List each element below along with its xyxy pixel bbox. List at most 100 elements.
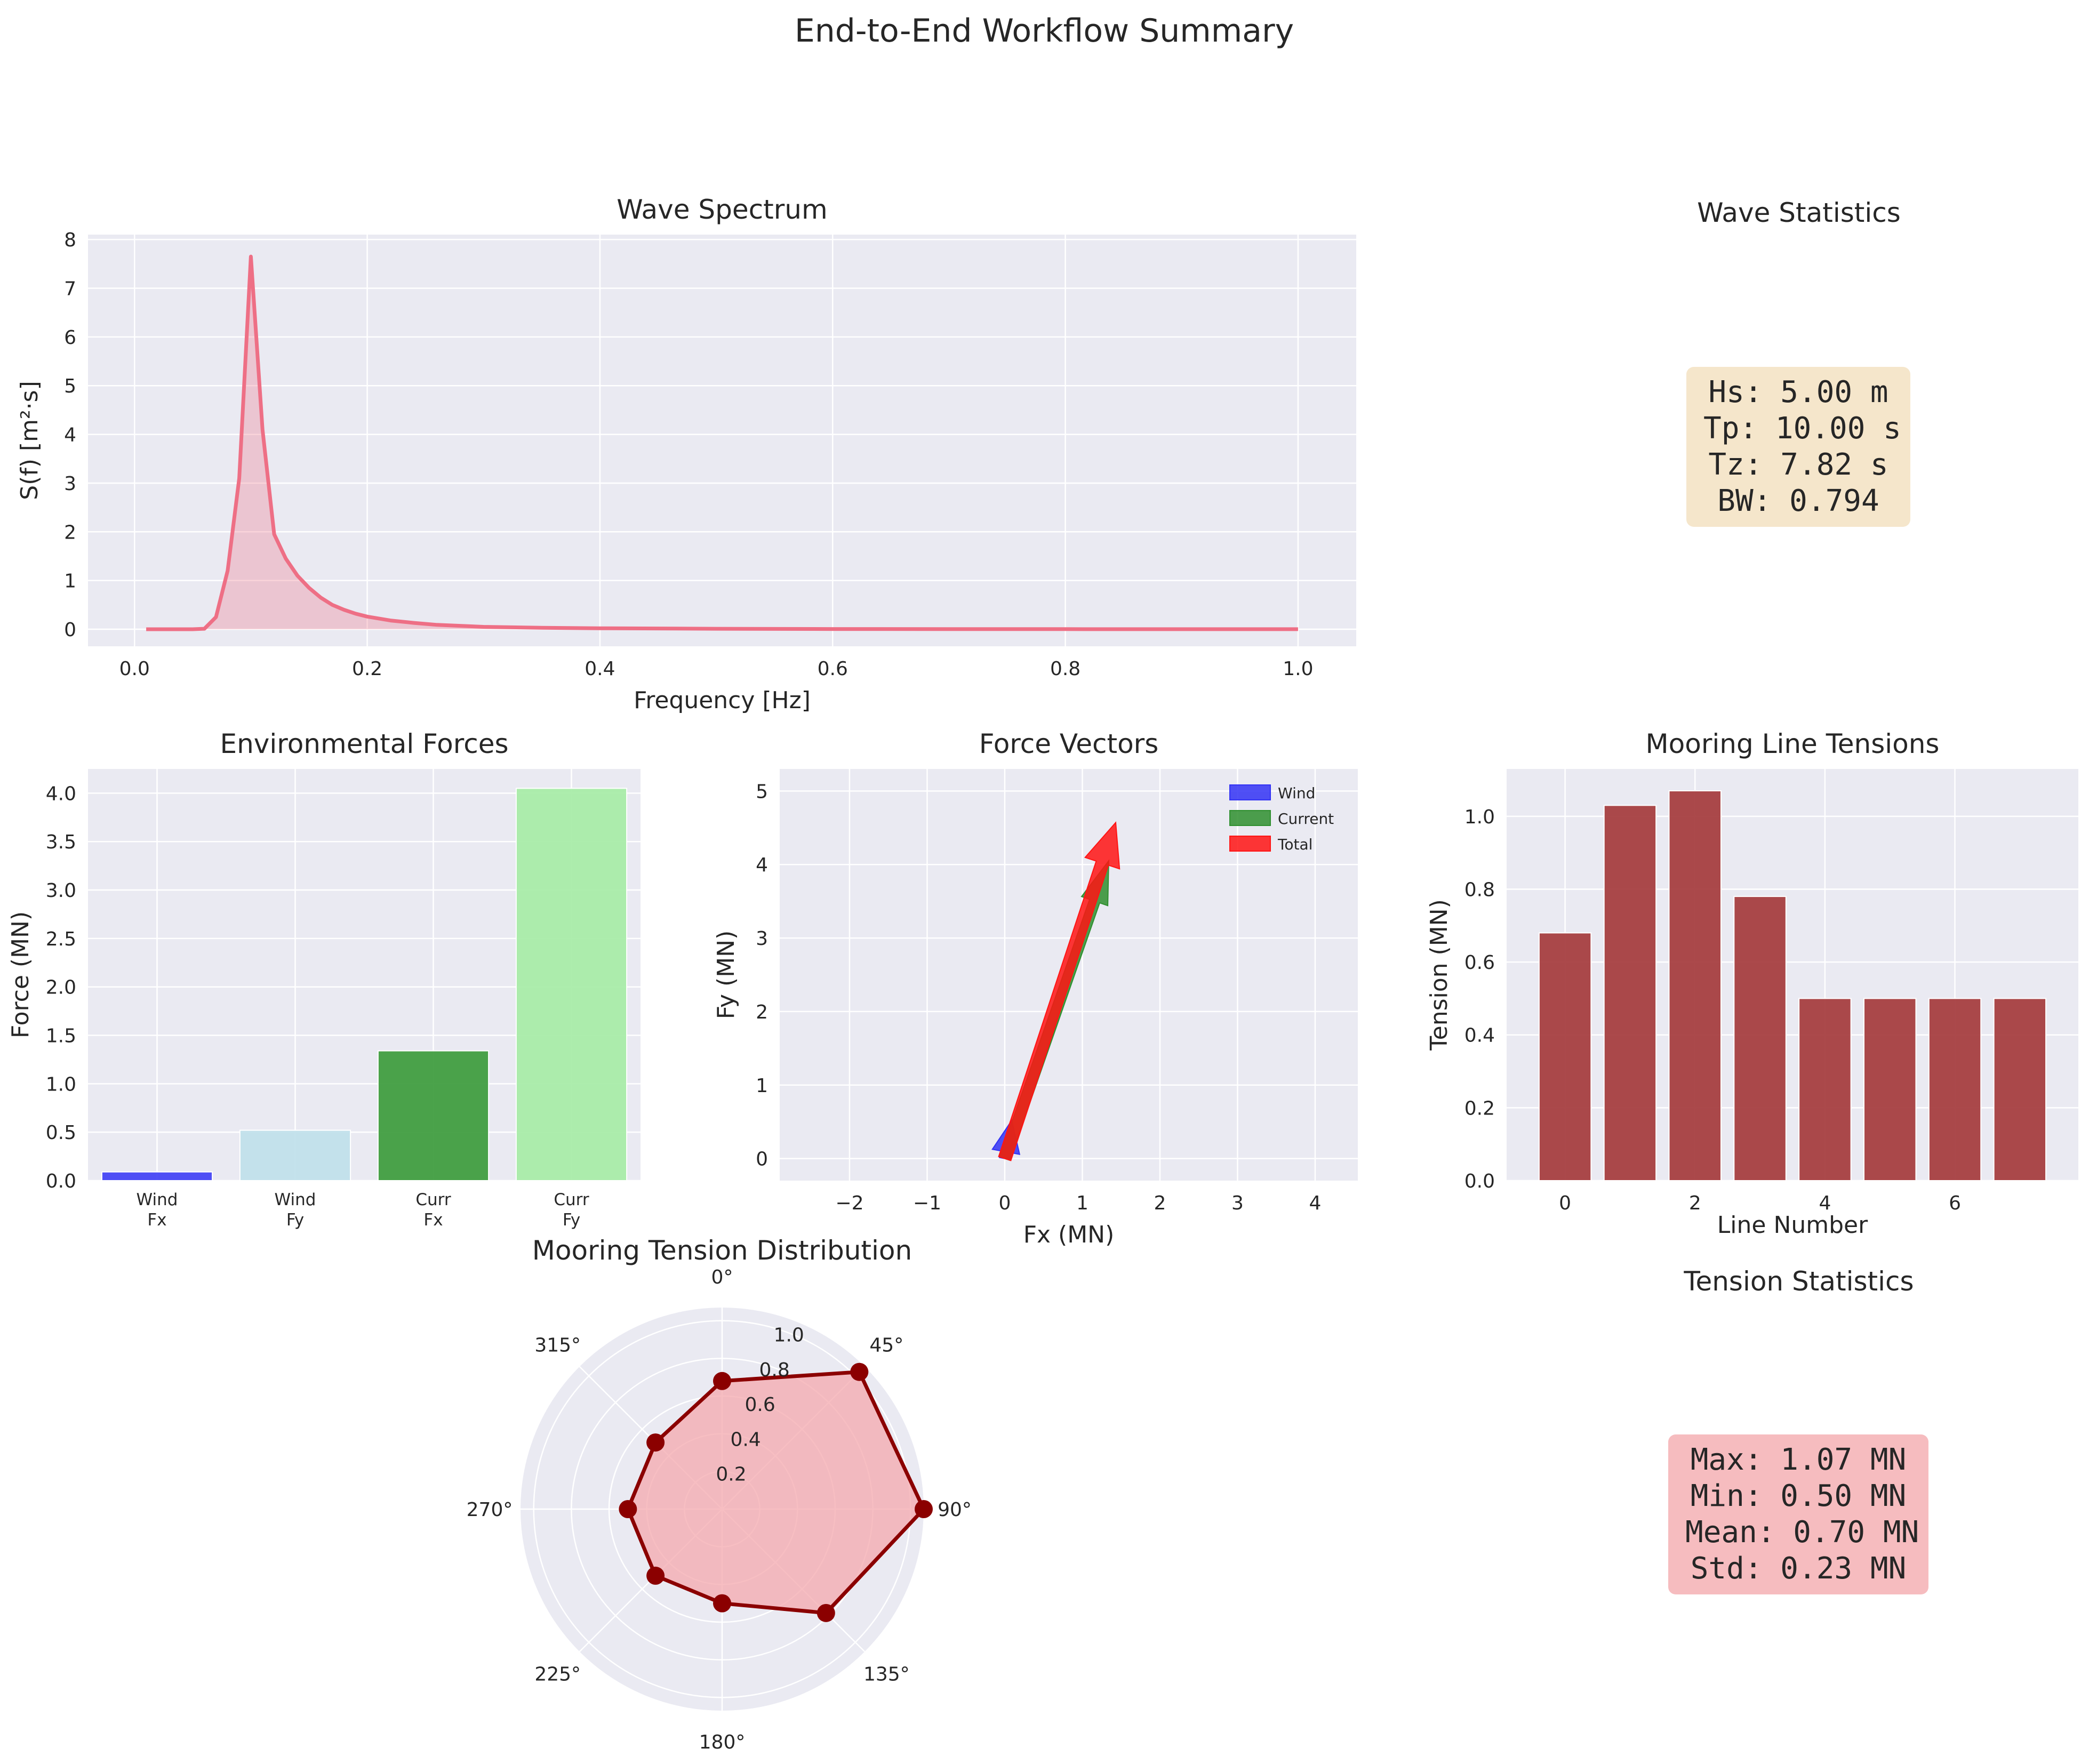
x-axis-label: Frequency [Hz]: [634, 687, 811, 714]
x-tick-label: 0.4: [585, 658, 615, 680]
angle-label: 0°: [711, 1266, 733, 1288]
x-tick-line: Curr: [554, 1190, 589, 1209]
x-tick-label: 0.2: [352, 658, 382, 680]
wave-spectrum-chart: Wave Spectrum 0.0 0.2 0.4 0.6 0.8 1.0 0 1 2 3 4 5 6 7 8…: [16, 194, 1356, 714]
legend-swatch: [1229, 836, 1271, 852]
y-tick-label: 1.5: [46, 1025, 76, 1047]
x-tick-label: Curr Fx: [415, 1190, 451, 1230]
x-axis-label: Line Number: [1717, 1212, 1868, 1239]
wave-stat-hs: Hs: 5.00 m: [1708, 375, 1888, 410]
y-tick-label: 3: [64, 473, 76, 495]
mooring-tension-polar-chart: Mooring Tension Distribution 0.2 0.4 0.6 0.8…: [467, 1235, 972, 1753]
bar-tension: [1993, 998, 2047, 1182]
x-tick-label: 0.6: [818, 658, 848, 680]
chart-title: Force Vectors: [979, 728, 1159, 759]
x-tick-label: 4: [1309, 1192, 1322, 1214]
bar-force: [101, 1171, 213, 1182]
y-tick-label: 1: [64, 571, 76, 592]
bar-force: [239, 1129, 351, 1181]
r-tick-label: 0.4: [730, 1429, 761, 1450]
legend-swatch: [1229, 810, 1271, 826]
x-tick-line: Fx: [147, 1210, 166, 1230]
y-tick-label: 5: [64, 375, 76, 397]
legend-label: Wind: [1278, 784, 1315, 802]
y-tick-label: 0.4: [1464, 1025, 1495, 1047]
angle-label: 135°: [863, 1663, 910, 1685]
x-tick-label: 2: [1154, 1192, 1166, 1214]
bar-tension: [1798, 998, 1852, 1182]
x-tick-line: Wind: [275, 1190, 316, 1209]
x-tick-label: 0: [1559, 1192, 1571, 1214]
y-tick-label: 4: [756, 854, 768, 876]
y-axis-label: Fy (MN): [713, 931, 740, 1020]
polar-point: [713, 1372, 731, 1390]
angle-label: 315°: [534, 1335, 581, 1357]
tension-stats-title: Tension Statistics: [1683, 1266, 1914, 1297]
chart-title: Environmental Forces: [220, 728, 508, 759]
polar-point: [817, 1603, 835, 1622]
tension-stat-std: Std: 0.23 MN: [1690, 1551, 1907, 1586]
angle-label: 90°: [938, 1499, 972, 1521]
angle-label: 45°: [869, 1335, 903, 1357]
y-tick-label: 3.5: [46, 831, 76, 853]
x-tick-label: 1.0: [1283, 658, 1313, 680]
angle-label: 180°: [699, 1731, 746, 1753]
y-tick-label: 4: [64, 424, 76, 446]
legend-label: Total: [1277, 836, 1312, 853]
x-tick-label: 4: [1819, 1192, 1831, 1214]
polar-point: [915, 1500, 933, 1518]
bar-tension: [1863, 998, 1917, 1182]
y-tick-label: 3: [756, 928, 768, 950]
legend-swatch: [1229, 784, 1271, 800]
wave-stat-bw: BW: 0.794: [1717, 484, 1879, 518]
x-axis-label: Fx (MN): [1023, 1221, 1115, 1248]
x-tick-label: 2: [1689, 1192, 1701, 1214]
y-tick-label: 0.2: [1464, 1097, 1495, 1119]
x-tick-line: Fy: [286, 1210, 304, 1230]
wave-stat-tp: Tp: 10.00 s: [1703, 411, 1901, 446]
y-tick-label: 2.0: [46, 977, 76, 999]
polar-point: [646, 1566, 665, 1585]
x-tick-label: −2: [835, 1192, 863, 1214]
x-tick-label: −1: [913, 1192, 941, 1214]
bar-tension: [1668, 790, 1722, 1182]
spectrum-area: [146, 256, 1298, 630]
total-arrow: [998, 821, 1120, 1161]
x-tick-line: Fx: [423, 1210, 443, 1230]
y-axis-label: S(f) [m²·s]: [16, 381, 43, 500]
y-tick-label: 0.5: [46, 1122, 76, 1144]
y-tick-label: 3.0: [46, 880, 76, 902]
angle-label: 225°: [534, 1663, 581, 1685]
y-axis-label: Tension (MN): [1426, 899, 1453, 1051]
y-tick-label: 1.0: [46, 1073, 76, 1095]
y-tick-label: 8: [64, 229, 76, 251]
polar-point: [619, 1500, 637, 1518]
environmental-forces-chart: Environmental Forces 0.0 0.5 1.0 1.5 2.0 2.5 3.…: [7, 728, 641, 1230]
y-tick-label: 2.5: [46, 928, 76, 950]
spectrum-line: [146, 254, 1298, 631]
x-tick-label: 6: [1949, 1192, 1961, 1214]
y-tick-label: 0.0: [46, 1170, 76, 1192]
y-tick-label: 7: [64, 278, 76, 300]
x-tick-line: Fy: [563, 1210, 580, 1230]
r-tick-label: 0.2: [716, 1464, 746, 1486]
x-tick-label: 0.8: [1050, 658, 1080, 680]
wave-stats-box: Hs: 5.00 m Tp: 10.00 s Tz: 7.82 s BW: 0.…: [1686, 367, 1910, 527]
plot-area: [1507, 769, 2078, 1181]
y-tick-label: 0: [756, 1149, 768, 1170]
angle-label: 270°: [467, 1499, 513, 1521]
x-tick-label: 0: [999, 1192, 1011, 1214]
y-tick-label: 1.0: [1464, 806, 1495, 828]
x-tick-label: 1: [1076, 1192, 1088, 1214]
bar-force: [377, 1050, 490, 1181]
bar-tension: [1603, 805, 1657, 1181]
y-tick-label: 1: [756, 1075, 768, 1097]
polar-point: [850, 1362, 869, 1381]
y-axis-label: Force (MN): [7, 911, 34, 1038]
chart-title: Wave Spectrum: [617, 194, 827, 225]
bar-tension: [1928, 998, 1982, 1182]
y-tick-label: 4.0: [46, 783, 76, 805]
polar-fill: [628, 1372, 924, 1613]
y-tick-label: 2: [756, 1001, 768, 1023]
r-tick-label: 1.0: [774, 1325, 804, 1346]
